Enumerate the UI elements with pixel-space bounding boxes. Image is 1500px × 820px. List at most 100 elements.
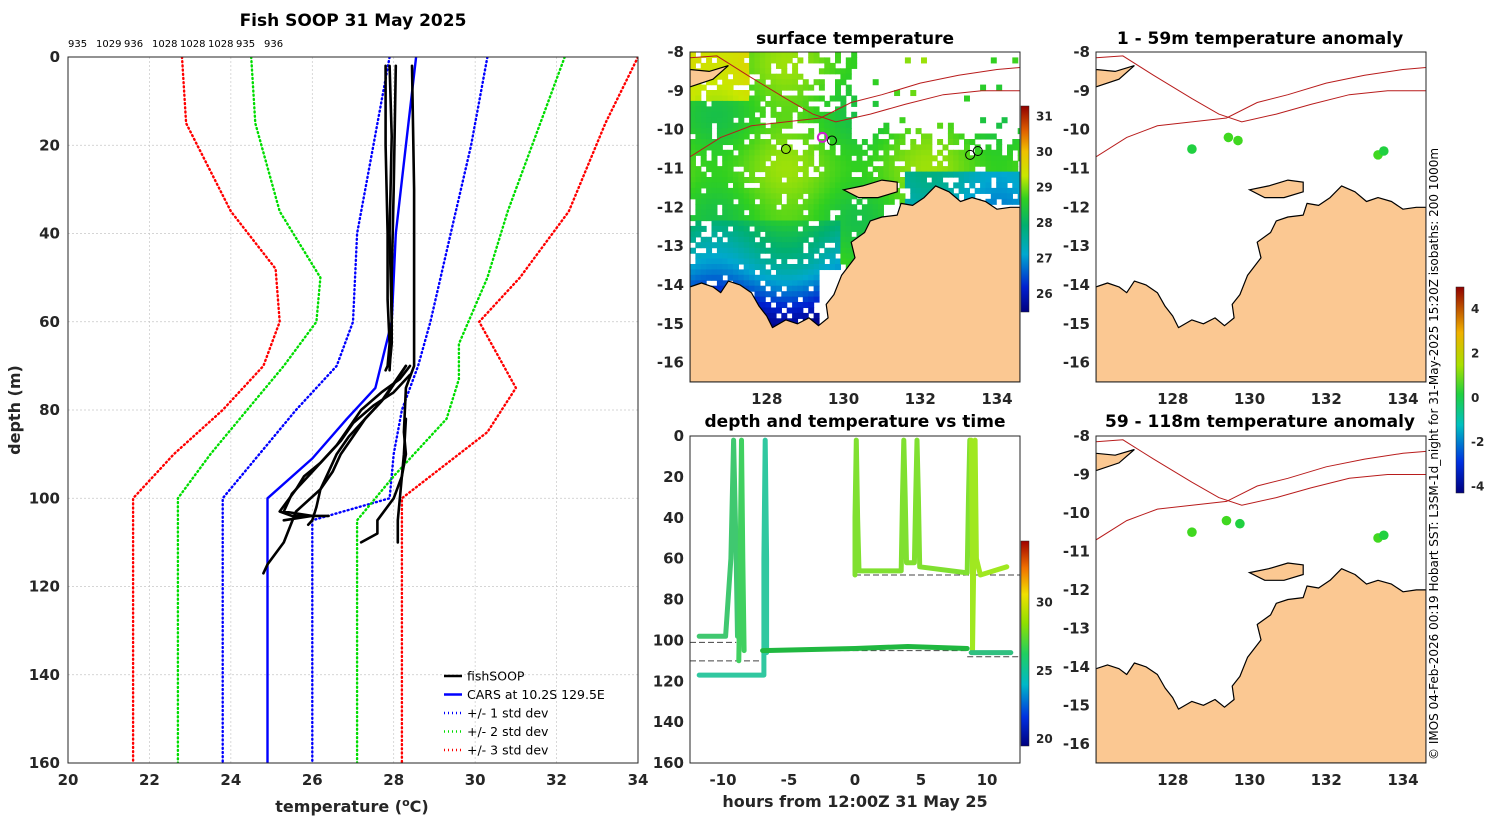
sst-pixel — [888, 177, 895, 184]
sst-pixel — [781, 133, 788, 140]
sst-pixel — [813, 280, 820, 287]
sst-pixel — [759, 242, 766, 249]
sst-frame — [689, 51, 1021, 383]
sst-pixel — [824, 264, 831, 271]
sst-pixel — [797, 95, 804, 102]
profile-grid — [67, 56, 639, 764]
sst-pixel — [910, 139, 917, 146]
y-tick-label: -9 — [1073, 465, 1090, 483]
sst-pixel — [738, 220, 745, 227]
cars-location-marker — [816, 131, 828, 143]
sst-pixel — [776, 52, 782, 59]
sst-pixel — [749, 269, 756, 276]
sst-pixel — [797, 166, 804, 173]
sst-pixel — [990, 198, 997, 205]
island-coast — [1247, 179, 1304, 199]
y-tick-label: -13 — [657, 237, 684, 255]
sst-pixel — [1017, 198, 1020, 205]
sst-pixel — [813, 258, 820, 265]
sst-field — [690, 52, 1020, 341]
sst-pixel — [727, 264, 734, 271]
sst-pixel — [802, 160, 809, 167]
sst-pixel — [980, 117, 987, 124]
sst-pixel — [706, 122, 713, 129]
sst-pixel — [786, 95, 793, 102]
sst-pixel — [829, 187, 836, 194]
y-tick-label: -16 — [1063, 354, 1090, 372]
sst-pixel — [974, 187, 981, 194]
x-tick-label: 32 — [546, 771, 567, 789]
sst-pixel — [856, 144, 863, 151]
sst-pixel — [797, 100, 804, 107]
sst-pixel — [818, 236, 825, 243]
sst-pixel — [711, 209, 718, 216]
sst-pixel — [845, 198, 852, 205]
sst-pixel — [733, 171, 739, 178]
sst-pixel — [851, 220, 858, 227]
sst-pixel — [770, 122, 777, 129]
sst-pixel — [765, 68, 772, 75]
sst-pixel — [781, 264, 788, 271]
sst-pixel — [926, 160, 933, 167]
anomaly2-title: 59 - 118m temperature anomaly — [1105, 412, 1415, 432]
sst-pixel — [786, 73, 793, 80]
sst-pixel — [776, 182, 782, 189]
sst-pixel — [711, 52, 718, 59]
sst-pixel — [824, 225, 831, 232]
sst-pixel — [759, 68, 766, 75]
sst-pixel — [770, 225, 777, 232]
sst-pixel — [996, 122, 1003, 129]
sst-pixel — [845, 139, 852, 146]
sst-pixel — [904, 128, 911, 135]
sst-pixel — [835, 52, 841, 59]
sst-pixel — [770, 160, 777, 167]
anomaly-colorbar — [1455, 286, 1465, 494]
sst-pixel — [743, 68, 750, 75]
sst-pixel — [781, 68, 788, 75]
sst-pixel — [754, 274, 761, 281]
sst-pixel — [754, 193, 761, 200]
sst-pixel — [700, 204, 707, 211]
sst-pixel — [776, 253, 782, 260]
sst-pixel — [706, 160, 713, 167]
sst-pixel — [856, 209, 863, 216]
sst-pixel — [797, 182, 804, 189]
sst-pixel — [738, 160, 745, 167]
colorbar-tick-label: 0 — [1471, 391, 1479, 405]
sst-pixel — [759, 285, 766, 292]
sst-pixel — [786, 171, 793, 178]
sst-pixel — [835, 95, 841, 102]
sst-pixel — [840, 225, 847, 232]
sst-pixel — [690, 52, 696, 59]
sst-pixel — [845, 122, 852, 129]
sst-pixel — [1017, 193, 1020, 200]
sst-pixel — [964, 187, 970, 194]
sst-pixel — [931, 182, 938, 189]
sst-pixel — [781, 296, 788, 303]
anomaly-map-59-118m: 59 - 118m temperature anomaly 128 130 132 1… — [1063, 412, 1427, 789]
profile-ylabel: depth (m) — [5, 365, 24, 455]
sst-pixel — [926, 155, 933, 162]
sst-pixel — [781, 79, 788, 86]
y-tick-label: -14 — [1063, 276, 1090, 294]
sst-pixel — [845, 215, 852, 222]
sst-pixel — [781, 312, 788, 319]
sst-pixel — [845, 225, 852, 232]
sst-pixel — [829, 160, 836, 167]
sst-pixel — [733, 73, 739, 80]
sst-pixel — [829, 139, 836, 146]
sst-pixel — [695, 258, 702, 265]
sst-pixel — [937, 171, 944, 178]
sst-pixel — [813, 166, 820, 173]
sst-pixel — [990, 149, 997, 156]
sst-pixel — [985, 155, 992, 162]
colorbar-tick-label: 27 — [1036, 252, 1053, 266]
x-tick-label: 132 — [905, 390, 936, 408]
sst-pixel — [802, 225, 809, 232]
sst-pixel — [910, 198, 917, 205]
sst-pixel — [765, 139, 772, 146]
y-tick-label: 80 — [39, 401, 60, 419]
sst-pixel — [845, 171, 852, 178]
sst-pixel — [727, 139, 734, 146]
sst-pixel — [904, 182, 911, 189]
